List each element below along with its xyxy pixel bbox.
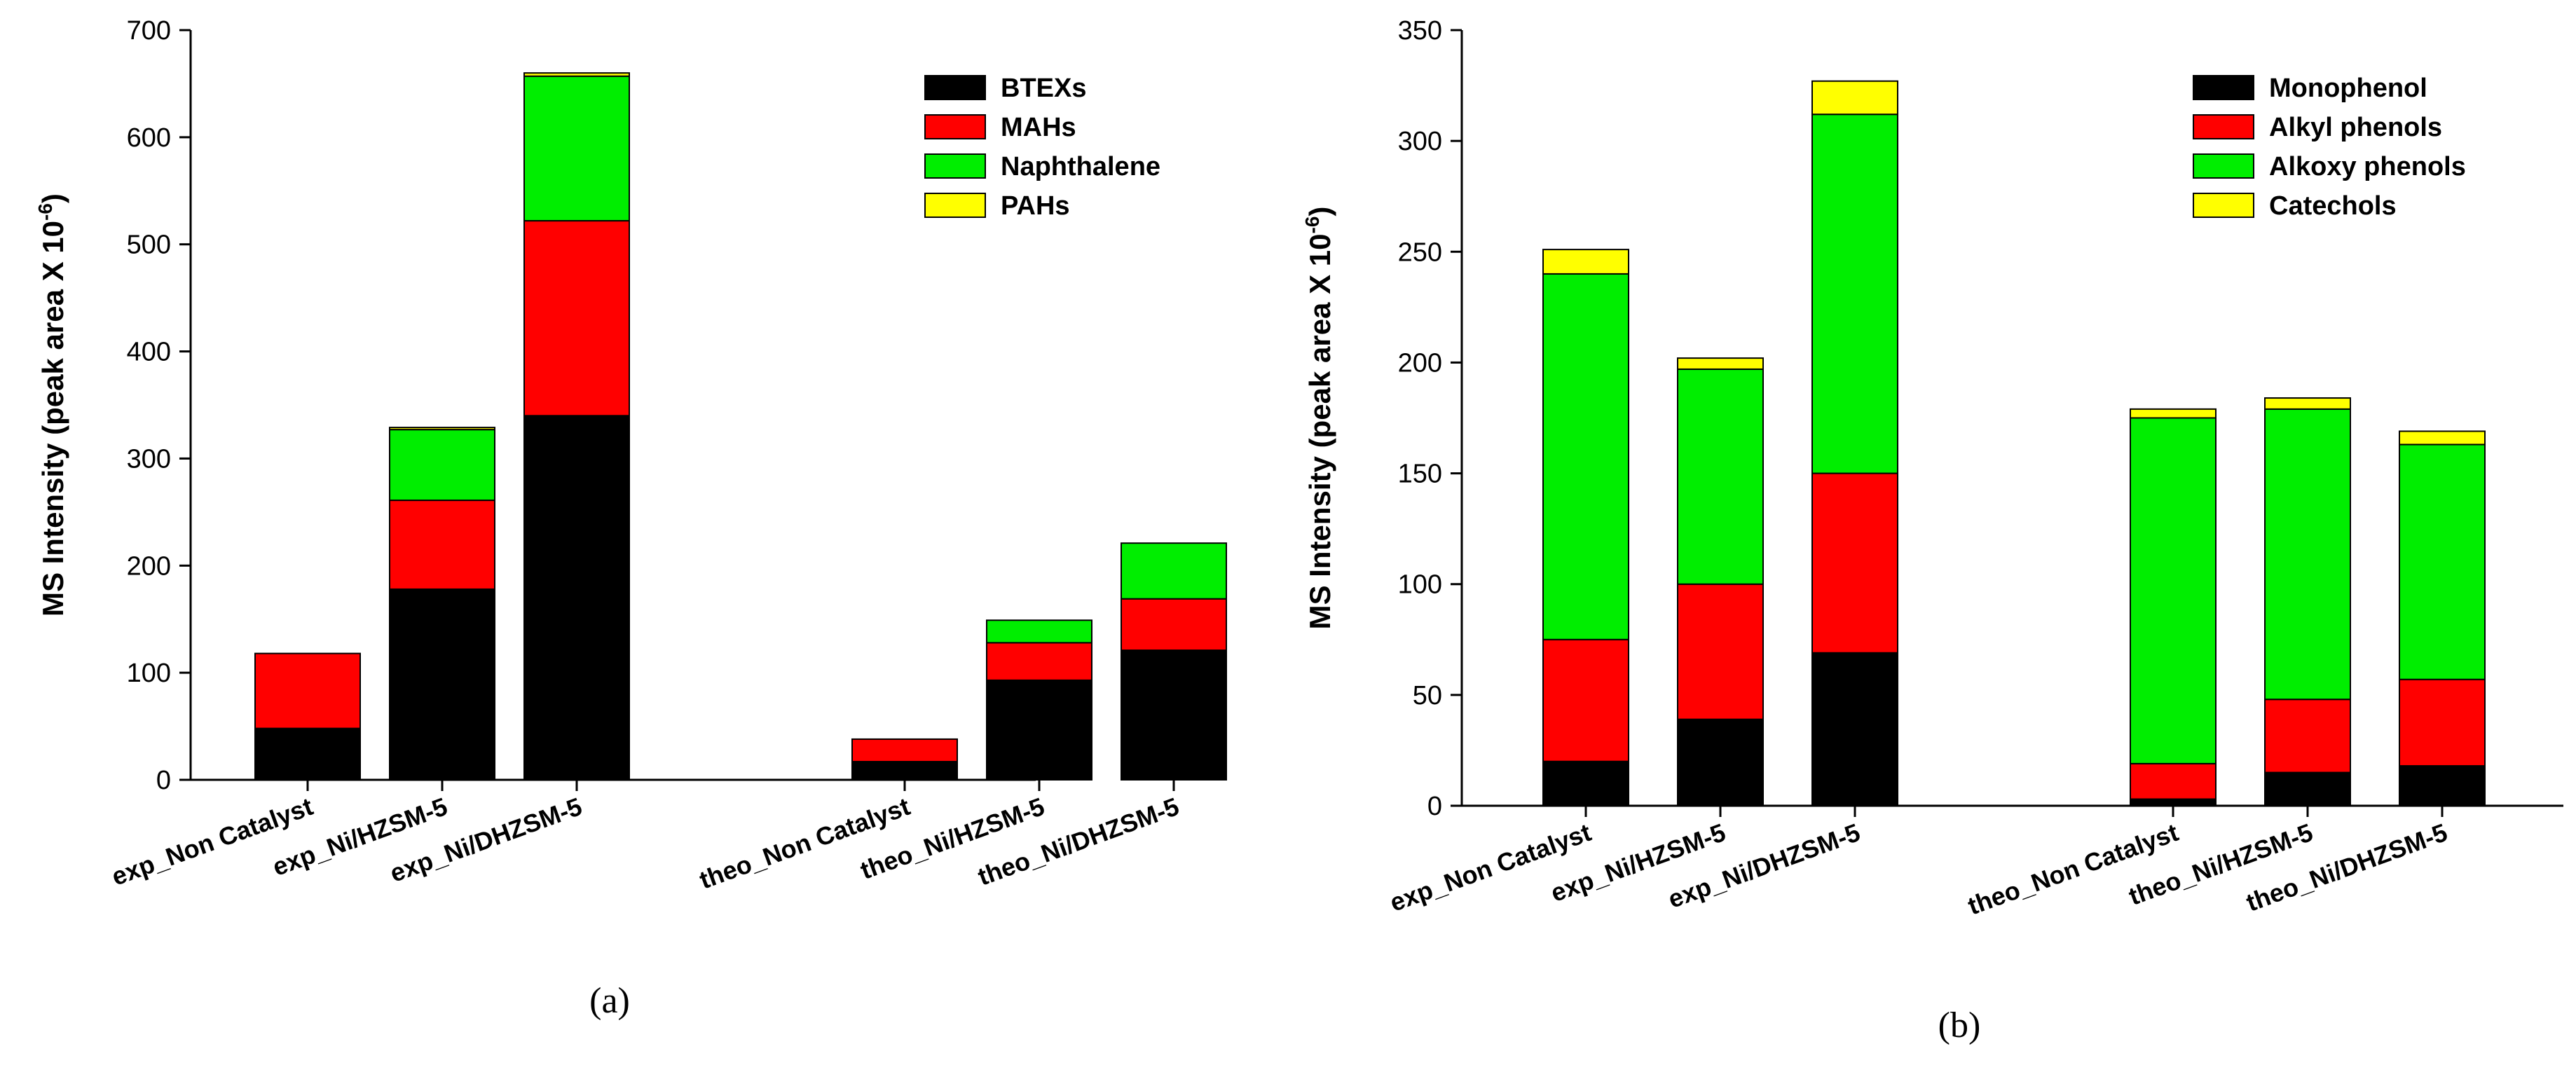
bar-segment bbox=[851, 761, 958, 781]
bar-segment bbox=[1811, 80, 1898, 116]
bar-segment bbox=[986, 642, 1092, 681]
bar-segment bbox=[2264, 699, 2351, 774]
bar-segment bbox=[523, 72, 630, 77]
bar-segment bbox=[1121, 598, 1227, 652]
y-tick-label: 500 bbox=[127, 231, 171, 260]
y-axis-title-exponent: -6 bbox=[34, 203, 56, 221]
y-tick-label: 350 bbox=[1398, 16, 1442, 46]
y-tick-label: 700 bbox=[127, 16, 171, 46]
y-tick-label: 600 bbox=[127, 123, 171, 153]
legend-label: Catechols bbox=[2269, 191, 2397, 221]
y-tick-label: 300 bbox=[127, 444, 171, 474]
legend-label: BTEXs bbox=[1001, 74, 1086, 103]
bar-segment bbox=[2130, 408, 2217, 419]
y-axis-title: MS Intensity (peak area X 10-6) bbox=[1301, 207, 1336, 630]
bar-segment bbox=[1542, 249, 1629, 275]
bar-segment bbox=[2264, 408, 2351, 701]
panel-label: (b) bbox=[1938, 1005, 1981, 1045]
legend-label: Monophenol bbox=[2269, 74, 2427, 103]
bar-segment bbox=[1811, 652, 1898, 807]
bar-segment bbox=[2399, 765, 2486, 807]
legend-swatch bbox=[2193, 114, 2254, 139]
y-tick-label: 0 bbox=[1427, 792, 1442, 821]
legend-label: MAHs bbox=[1001, 113, 1076, 142]
y-axis-title: MS Intensity (peak area X 10-6) bbox=[34, 193, 69, 617]
bar-segment bbox=[1677, 583, 1764, 720]
y-tick-label: 250 bbox=[1398, 238, 1442, 267]
y-tick-label: 200 bbox=[1398, 348, 1442, 378]
y-tick-label: 300 bbox=[1398, 127, 1442, 156]
bar-segment bbox=[389, 500, 495, 590]
y-tick-label: 0 bbox=[156, 766, 171, 795]
y-axis-title-text: MS Intensity (peak area X 10 bbox=[36, 221, 69, 617]
bar-segment bbox=[2399, 444, 2486, 680]
bar-segment bbox=[986, 619, 1092, 644]
y-axis-title-suffix: ) bbox=[36, 193, 69, 203]
legend: Monophenol Alkyl phenols Alkoxy phenols Cat… bbox=[2193, 74, 2466, 221]
bar-segment bbox=[1677, 368, 1764, 585]
bar-segment bbox=[2130, 417, 2217, 764]
bar-segment bbox=[523, 220, 630, 417]
legend-swatch bbox=[2193, 75, 2254, 100]
bar-segment bbox=[1811, 472, 1898, 654]
bar-segment bbox=[523, 75, 630, 222]
legend-swatch bbox=[2193, 193, 2254, 218]
legend-swatch bbox=[924, 153, 986, 179]
legend-swatch bbox=[924, 75, 986, 100]
legend-label: Alkyl phenols bbox=[2269, 113, 2442, 142]
y-tick-label: 100 bbox=[127, 659, 171, 688]
bar-segment bbox=[1677, 357, 1764, 370]
bar-segment bbox=[1811, 114, 1898, 474]
panel-label: (a) bbox=[589, 981, 630, 1021]
bar-segment bbox=[986, 679, 1092, 781]
bar-segment bbox=[2130, 762, 2217, 800]
legend: BTEXs MAHs Naphthalene PAHs bbox=[924, 74, 1160, 221]
bar-segment bbox=[2264, 771, 2351, 806]
legend-swatch bbox=[924, 114, 986, 139]
bar-segment bbox=[1542, 760, 1629, 806]
bar-segment bbox=[2399, 430, 2486, 446]
bar-segment bbox=[254, 727, 361, 781]
y-axis-title-exponent: -6 bbox=[1301, 217, 1323, 234]
bar-segment bbox=[1542, 273, 1629, 640]
y-axis-title-text: MS Intensity (peak area X 10 bbox=[1303, 233, 1336, 629]
legend-label: Naphthalene bbox=[1001, 152, 1160, 181]
bar-segment bbox=[2264, 397, 2351, 410]
bar-segment bbox=[389, 588, 495, 781]
bar-segment bbox=[389, 427, 495, 431]
y-axis-title-suffix: ) bbox=[1303, 207, 1336, 217]
y-tick-label: 200 bbox=[127, 551, 171, 581]
bar-segment bbox=[851, 738, 958, 763]
bar-segment bbox=[1121, 542, 1227, 600]
legend-swatch bbox=[924, 193, 986, 218]
bar-segment bbox=[1121, 650, 1227, 781]
y-tick-label: 400 bbox=[127, 338, 171, 367]
y-tick-label: 150 bbox=[1398, 460, 1442, 489]
y-tick-label: 100 bbox=[1398, 570, 1442, 600]
y-tick-label: 50 bbox=[1413, 681, 1442, 710]
bar-segment bbox=[1542, 638, 1629, 762]
bar-segment bbox=[1677, 718, 1764, 806]
legend-swatch bbox=[2193, 153, 2254, 179]
legend-label: Alkoxy phenols bbox=[2269, 152, 2466, 181]
bar-segment bbox=[389, 429, 495, 502]
legend-label: PAHs bbox=[1001, 191, 1070, 221]
bar-segment bbox=[2399, 678, 2486, 767]
bar-segment bbox=[254, 652, 361, 729]
bar-segment bbox=[523, 415, 630, 781]
